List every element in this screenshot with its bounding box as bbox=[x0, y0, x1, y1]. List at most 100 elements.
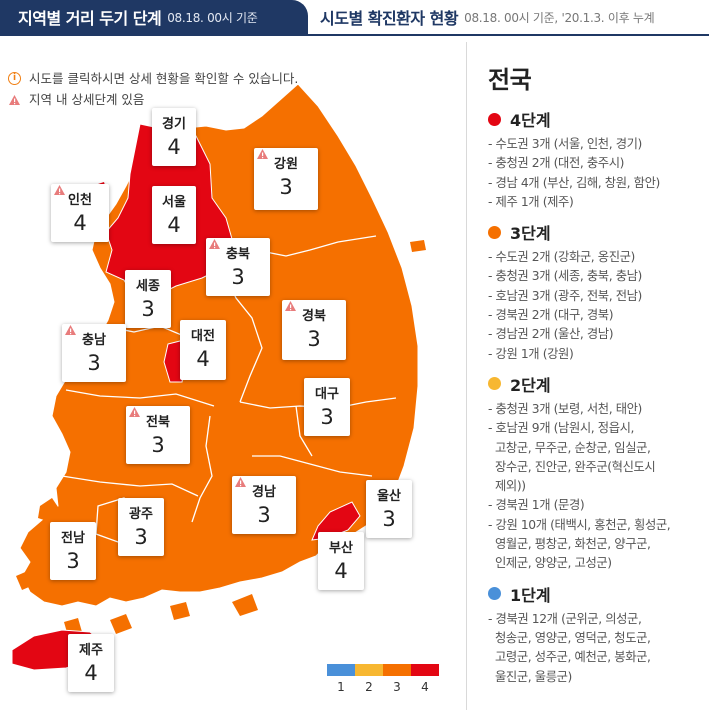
region-level: 3 bbox=[279, 175, 293, 199]
region-name: 경남 bbox=[232, 477, 296, 500]
level-heading: 3단계 bbox=[488, 220, 706, 244]
region-seoul[interactable]: 서울 4 bbox=[152, 186, 196, 244]
region-name-text: 울산 bbox=[377, 489, 401, 504]
region-name-text: 서울 bbox=[162, 195, 186, 210]
level-block: 3단계 - 수도권 2개 (강화군, 옹진군) - 충청권 3개 (세종, 충북, … bbox=[488, 220, 706, 364]
warning-triangle-icon bbox=[9, 94, 20, 105]
region-gwangju[interactable]: 광주 3 bbox=[118, 498, 164, 556]
region-level: 4 bbox=[167, 135, 181, 159]
region-ulsan[interactable]: 울산 3 bbox=[366, 480, 412, 538]
level-item: - 경북권 2개 (대구, 경북) bbox=[488, 308, 614, 323]
map-notes: i 시도를 클릭하시면 상세 현황을 확인할 수 있습니다. 지역 내 상세단계… bbox=[8, 68, 298, 110]
island-shape bbox=[38, 498, 60, 522]
tab-bar: 지역별 거리 두기 단계 08.18. 00시 기준 시도별 확진환자 현황 0… bbox=[0, 0, 709, 36]
region-name-text: 제주 bbox=[79, 643, 103, 658]
warning-triangle-icon bbox=[129, 407, 140, 417]
legend-label: 1 bbox=[337, 680, 345, 694]
region-daegu[interactable]: 대구 3 bbox=[304, 378, 350, 436]
info-note: i 시도를 클릭하시면 상세 현황을 확인할 수 있습니다. bbox=[8, 68, 298, 89]
region-gyeongnam[interactable]: 경남 3 bbox=[232, 476, 296, 534]
level-label: 2단계 bbox=[510, 375, 551, 395]
level-item: - 충청권 3개 (보령, 서천, 태안) bbox=[488, 401, 642, 416]
level-heading: 4단계 bbox=[488, 107, 706, 131]
region-name: 전북 bbox=[126, 407, 190, 430]
region-name-text: 충북 bbox=[226, 247, 250, 262]
level-item: - 경북권 12개 (군위군, 의성군, bbox=[488, 611, 642, 626]
warning-triangle-icon bbox=[285, 301, 296, 311]
level-item: - 수도권 2개 (강화군, 옹진군) bbox=[488, 250, 635, 265]
region-name-text: 전북 bbox=[146, 415, 170, 430]
region-name-text: 광주 bbox=[129, 507, 153, 522]
level-item: - 강원 10개 (태백시, 홍천군, 횡성군, bbox=[488, 517, 671, 532]
region-chungbuk[interactable]: 충북 3 bbox=[206, 238, 270, 296]
warn-note-text: 지역 내 상세단계 있음 bbox=[29, 92, 145, 107]
legend-labels: 1 2 3 4 bbox=[327, 680, 439, 694]
level-block: 4단계 - 수도권 3개 (서울, 인천, 경기) - 충청권 2개 (대전, 충주… bbox=[488, 107, 706, 212]
region-level: 3 bbox=[231, 265, 245, 289]
region-name-text: 대구 bbox=[315, 387, 339, 402]
level-dot-icon bbox=[488, 225, 501, 239]
level-item: - 충청권 3개 (세종, 충북, 충남) bbox=[488, 269, 642, 284]
legend-swatch-2 bbox=[355, 664, 383, 676]
level-item: 고창군, 무주군, 순창군, 임실군, bbox=[488, 440, 651, 455]
region-jeonnam[interactable]: 전남 3 bbox=[50, 522, 96, 580]
warning-triangle-icon bbox=[54, 185, 65, 195]
legend-bar bbox=[327, 664, 439, 676]
region-jeonbuk[interactable]: 전북 3 bbox=[126, 406, 190, 464]
region-sejong[interactable]: 세종 3 bbox=[125, 270, 171, 328]
legend-swatch-4 bbox=[411, 664, 439, 676]
legend-label: 4 bbox=[421, 680, 429, 694]
region-name: 전남 bbox=[50, 527, 96, 546]
level-item: 인제군, 양양군, 고성군) bbox=[488, 556, 612, 571]
region-name-text: 경남 bbox=[252, 485, 276, 500]
region-name-text: 전남 bbox=[61, 531, 85, 546]
region-level: 4 bbox=[73, 211, 87, 235]
tab-distancing-levels[interactable]: 지역별 거리 두기 단계 08.18. 00시 기준 bbox=[0, 0, 308, 34]
island-shape bbox=[16, 570, 36, 590]
map-legend: 1 2 3 4 bbox=[327, 664, 439, 694]
level-item: - 강원 1개 (강원) bbox=[488, 346, 574, 361]
region-name: 경기 bbox=[152, 113, 196, 132]
region-level: 3 bbox=[307, 327, 321, 351]
region-level: 3 bbox=[66, 549, 80, 573]
level-label: 1단계 bbox=[510, 585, 551, 605]
region-level: 3 bbox=[151, 433, 165, 457]
region-daejeon[interactable]: 대전 4 bbox=[180, 320, 226, 380]
region-incheon[interactable]: 인천 4 bbox=[51, 184, 109, 242]
region-name-text: 경북 bbox=[302, 309, 326, 324]
region-name: 제주 bbox=[68, 639, 114, 658]
region-level: 4 bbox=[84, 661, 98, 685]
region-busan[interactable]: 부산 4 bbox=[318, 532, 364, 590]
region-jeju[interactable]: 제주 4 bbox=[68, 634, 114, 692]
warning-triangle-icon bbox=[257, 149, 268, 159]
region-chungnam[interactable]: 충남 3 bbox=[62, 324, 126, 382]
region-gyeongbuk[interactable]: 경북 3 bbox=[282, 300, 346, 360]
region-level: 3 bbox=[382, 507, 396, 531]
tab-title: 지역별 거리 두기 단계 bbox=[18, 9, 162, 28]
region-name: 울산 bbox=[366, 485, 412, 504]
level-item: 청송군, 영양군, 영덕군, 청도군, bbox=[488, 630, 651, 645]
level-item: - 충청권 2개 (대전, 충주시) bbox=[488, 156, 625, 171]
tab-subtitle: 08.18. 00시 기준 bbox=[167, 10, 258, 25]
tab-confirmed-cases[interactable]: 시도별 확진환자 현황 08.18. 00시 기준, '20.1.3. 이후 누… bbox=[308, 0, 709, 34]
region-name: 대구 bbox=[304, 383, 350, 402]
region-name: 충북 bbox=[206, 239, 270, 262]
region-name-text: 인천 bbox=[68, 193, 92, 208]
level-item: 울진군, 울릉군) bbox=[488, 669, 572, 684]
region-gangwon[interactable]: 강원 3 bbox=[254, 148, 318, 210]
level-item: - 호남권 9개 (남원시, 정읍시, bbox=[488, 421, 635, 436]
legend-swatch-1 bbox=[327, 664, 355, 676]
level-item: - 경남 4개 (부산, 김해, 창원, 함안) bbox=[488, 175, 660, 190]
region-name-text: 충남 bbox=[82, 333, 106, 348]
region-level: 3 bbox=[134, 525, 148, 549]
region-level: 4 bbox=[334, 559, 348, 583]
region-name: 강원 bbox=[254, 149, 318, 172]
region-gyeonggi[interactable]: 경기 4 bbox=[152, 108, 196, 166]
region-name-text: 강원 bbox=[274, 157, 298, 172]
region-name: 충남 bbox=[62, 325, 126, 348]
region-level: 3 bbox=[257, 503, 271, 527]
region-level: 4 bbox=[196, 347, 210, 371]
level-item: 고령군, 성주군, 예천군, 봉화군, bbox=[488, 650, 651, 665]
region-level: 4 bbox=[167, 213, 181, 237]
level-dot-icon bbox=[488, 377, 501, 391]
